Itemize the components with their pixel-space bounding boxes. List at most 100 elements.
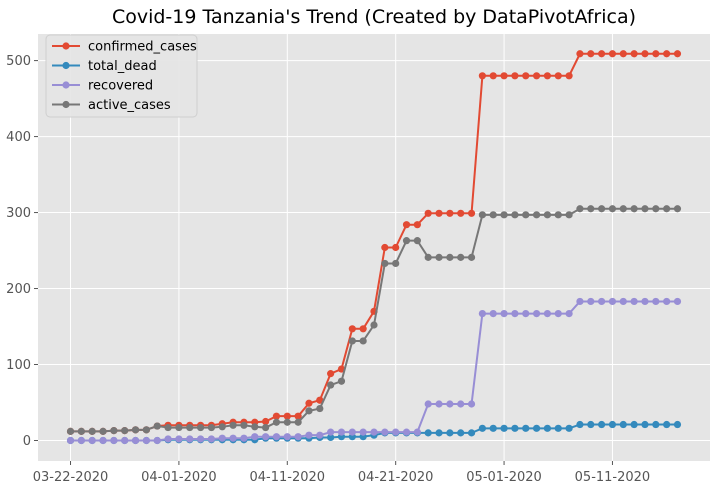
x-tick-label: 04-21-2020: [358, 470, 434, 485]
data-point: [598, 50, 606, 58]
data-point: [652, 50, 660, 58]
data-point: [500, 72, 508, 80]
data-point: [630, 420, 638, 429]
data-point: [587, 205, 595, 213]
data-point: [598, 297, 606, 306]
data-point: [565, 211, 573, 219]
data-point: [565, 310, 573, 318]
data-point: [467, 429, 476, 437]
data-point: [619, 297, 627, 306]
data-point: [305, 399, 313, 407]
data-point: [413, 237, 421, 245]
y-tick-label: 100: [6, 358, 31, 373]
data-point: [543, 424, 552, 432]
data-point: [554, 72, 562, 80]
data-point: [565, 424, 573, 432]
data-point: [240, 421, 248, 429]
data-point: [424, 429, 432, 437]
data-point: [316, 431, 324, 439]
data-point: [587, 50, 595, 58]
data-point: [348, 337, 356, 345]
data-point: [153, 436, 161, 445]
data-point: [673, 297, 682, 306]
data-point: [467, 253, 476, 261]
data-point: [131, 436, 140, 445]
data-point: [543, 310, 552, 318]
data-point: [598, 205, 606, 213]
data-point: [327, 370, 335, 378]
data-point: [218, 434, 226, 442]
data-point: [229, 421, 237, 429]
data-point: [392, 428, 400, 436]
data-point: [175, 423, 183, 432]
x-tick-label: 04-01-2020: [141, 470, 217, 485]
x-tick-label: 03-22-2020: [33, 470, 109, 485]
data-point: [251, 433, 259, 441]
data-point: [370, 428, 378, 436]
data-point: [630, 205, 638, 213]
data-point: [88, 427, 96, 435]
data-point: [77, 427, 85, 435]
data-point: [283, 433, 291, 441]
data-point: [511, 72, 519, 80]
axes: 0 100 200 300 400 500 03-22-2020 04-01-2020 04-1…: [6, 54, 650, 485]
data-point: [131, 426, 140, 434]
data-point: [489, 211, 497, 219]
legend-label: recovered: [88, 79, 153, 94]
data-point: [630, 297, 638, 306]
data-point: [630, 50, 638, 58]
data-point: [142, 436, 150, 445]
data-point: [500, 211, 508, 219]
data-point: [359, 337, 367, 345]
data-point: [446, 209, 454, 217]
data-point: [522, 72, 530, 80]
data-point: [446, 400, 454, 408]
legend-marker: [62, 81, 70, 89]
data-point: [359, 325, 367, 333]
data-point: [272, 433, 281, 441]
data-point: [99, 427, 107, 435]
data-point: [457, 253, 465, 261]
data-point: [619, 420, 627, 429]
data-point: [348, 428, 356, 436]
data-point: [576, 297, 584, 306]
data-point: [608, 50, 617, 58]
data-point: [294, 418, 302, 426]
data-point: [196, 423, 205, 432]
data-point: [576, 205, 584, 213]
data-point: [175, 435, 183, 443]
data-point: [673, 205, 682, 213]
data-point: [522, 310, 530, 318]
legend-item-active-cases: active_cases: [52, 98, 171, 113]
data-point: [478, 424, 486, 432]
data-point: [554, 310, 562, 318]
data-point: [402, 428, 411, 436]
data-point: [77, 436, 85, 445]
data-point: [337, 428, 346, 436]
data-point: [554, 211, 562, 219]
data-point: [402, 237, 411, 245]
y-tick-label: 300: [6, 206, 31, 221]
y-tick-label: 200: [6, 282, 31, 297]
data-point: [608, 205, 617, 213]
data-point: [229, 434, 237, 442]
legend-box: [45, 34, 198, 118]
data-point: [467, 400, 476, 408]
data-point: [652, 297, 660, 306]
data-point: [619, 205, 627, 213]
data-point: [467, 209, 476, 217]
data-point: [457, 209, 465, 217]
data-point: [532, 211, 541, 219]
data-point: [348, 325, 356, 333]
data-point: [142, 426, 150, 434]
data-point: [598, 420, 606, 429]
data-point: [619, 50, 627, 58]
data-point: [381, 243, 389, 252]
data-point: [641, 50, 649, 58]
data-point: [359, 428, 367, 436]
data-point: [66, 427, 75, 435]
legend-marker: [62, 100, 70, 109]
data-point: [641, 297, 649, 306]
chart-title: Covid-19 Tanzania's Trend (Created by Da…: [112, 6, 636, 28]
